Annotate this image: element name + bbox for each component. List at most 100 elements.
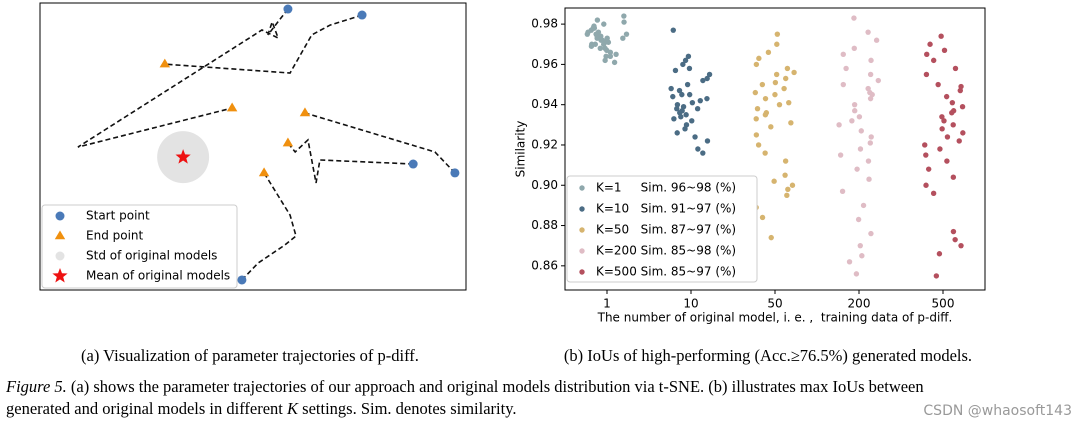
legend-icon [55,211,65,221]
data-point [868,230,874,237]
data-point [846,259,853,265]
data-point [959,104,966,110]
subcaption: (a) Visualization of parameter trajector… [81,346,419,365]
data-point [875,77,881,84]
data-point [865,29,871,35]
legend-icon [579,227,585,233]
data-point [607,53,614,60]
data-point [686,65,693,72]
caption-label: Figure 5. [5,377,67,396]
data-point [674,130,680,136]
data-point [597,45,603,51]
legend-label: Start point [86,209,150,223]
x-tick-label: 500 [932,297,955,311]
data-point [692,134,698,140]
data-point [621,13,627,19]
data-point [782,172,788,178]
caption-text: settings. Sim. denotes similarity. [298,399,516,418]
legend-icon [579,185,585,191]
data-point [700,77,706,84]
data-point [752,89,759,96]
caption-line: generated and original models in differe… [6,399,517,418]
legend-label: K=500 Sim. 85~97 (%) [596,265,736,279]
data-point [765,49,772,56]
data-point [923,152,929,158]
data-point [839,188,846,194]
y-tick-label: 0.88 [531,218,558,232]
start-point [408,159,418,169]
data-point [678,114,684,120]
data-point [602,57,608,64]
y-tick-label: 0.86 [531,258,558,272]
data-point [854,166,860,172]
data-point [950,228,957,235]
end-point [299,107,311,117]
data-point [689,99,696,106]
data-point [674,106,680,112]
data-point [950,108,957,114]
data-point [689,118,695,124]
data-point [860,202,867,209]
data-point [944,158,950,164]
data-point [925,166,932,172]
data-point [786,99,792,106]
data-point [686,91,693,98]
x-tick-label: 50 [767,297,782,311]
data-point [956,138,962,144]
legend-label: K=200 Sim. 85~98 (%) [596,244,736,258]
data-point [672,67,679,74]
data-point [782,158,789,164]
x-tick-label: 10 [683,297,698,311]
data-point [939,126,945,132]
data-point [922,142,928,148]
trajectory-line [304,112,456,174]
data-point [837,152,844,158]
legend-icon [579,269,585,275]
data-point [851,101,858,108]
caption-text: generated and original models in differe… [6,399,287,418]
data-point [671,116,677,122]
legend-icon [579,206,585,212]
legend-label: End point [86,229,144,243]
data-point [930,190,937,197]
data-point [935,81,941,88]
data-point [788,120,794,126]
data-point [784,65,791,72]
data-point [836,122,842,128]
legend-icon [52,268,68,283]
data-point [867,140,873,146]
legend-icon [579,248,585,254]
data-point [840,81,846,88]
x-axis-label: The number of original model, i. e. , tr… [597,311,953,325]
data-point [923,71,930,78]
data-point [680,61,686,68]
trajectory-line [287,138,414,184]
data-point [594,35,600,41]
legend-label: Std of original models [86,249,217,263]
data-point [754,106,761,112]
data-point [858,128,864,134]
data-point [605,39,612,45]
data-point [768,234,774,241]
legend-icon [55,251,65,261]
data-point [611,59,618,66]
data-point [620,35,626,41]
data-point [679,91,685,98]
data-point [868,134,874,140]
data-point [857,242,863,249]
data-point [949,99,956,106]
data-point [683,112,689,118]
data-point [859,253,865,259]
data-point [697,97,703,104]
data-point [682,57,689,64]
data-point [584,31,591,37]
legend-box [41,204,238,289]
data-point [781,85,787,92]
data-point [938,33,944,39]
legend-box [566,175,758,283]
data-point [762,95,769,102]
caption-symbol: K [286,399,299,418]
data-point [939,114,945,120]
data-point [762,112,769,118]
y-tick-label: 0.98 [531,17,558,31]
